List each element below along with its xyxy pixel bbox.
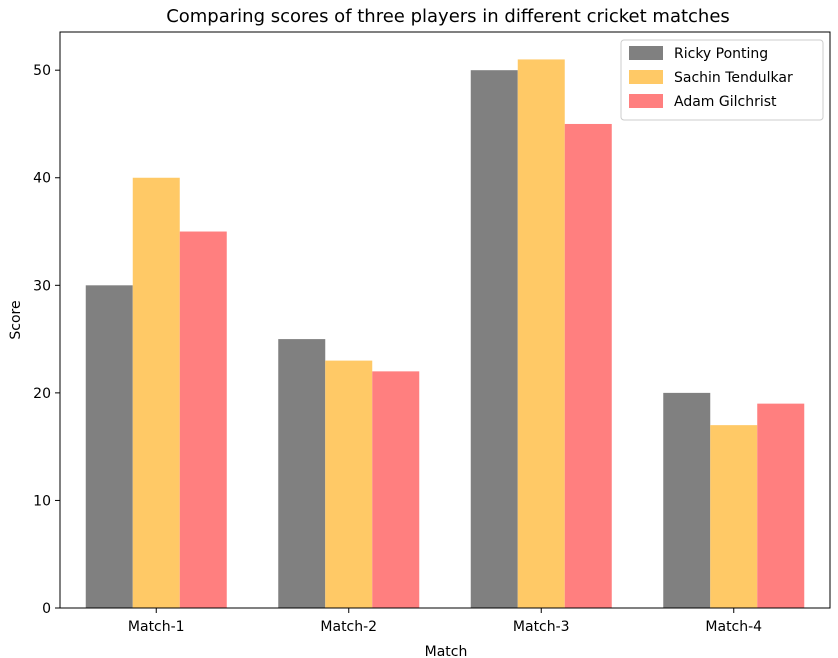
x-axis-ticks: Match-1 Match-2 Match-3 Match-4 — [128, 608, 762, 635]
y-tick-label: 50 — [33, 63, 51, 79]
bar-adam-gilchrist-match-1 — [179, 231, 227, 608]
legend-swatch — [629, 70, 663, 84]
bar-ricky-ponting-match-3 — [470, 70, 518, 608]
y-axis-label: Score — [8, 300, 24, 339]
y-tick-label: 0 — [42, 601, 51, 617]
x-tick-label: Match-4 — [705, 619, 762, 635]
bars-group — [85, 59, 805, 609]
legend-swatch — [629, 46, 663, 60]
legend-frame — [620, 39, 824, 121]
legend-swatch — [629, 94, 663, 108]
x-tick-label: Match-3 — [513, 619, 570, 635]
bar-sachin-tendulkar-match-1 — [132, 177, 180, 608]
x-axis-label: Match — [425, 644, 468, 658]
x-tick-label: Match-1 — [128, 619, 185, 635]
y-axis-ticks: 0 10 20 30 40 50 — [33, 63, 60, 617]
y-tick-label: 10 — [33, 493, 51, 509]
chart-title: Comparing scores of three players in dif… — [166, 6, 730, 27]
x-tick-label: Match-2 — [320, 619, 377, 635]
bar-ricky-ponting-match-4 — [663, 392, 711, 608]
legend-label: Sachin Tendulkar — [674, 70, 793, 86]
bar-sachin-tendulkar-match-4 — [710, 425, 758, 608]
y-tick-label: 30 — [33, 278, 51, 294]
plot-frame — [59, 31, 831, 609]
legend: Ricky Ponting Sachin Tendulkar Adam Gilchr… — [620, 39, 824, 121]
bar-sachin-tendulkar-match-3 — [517, 59, 565, 608]
y-tick-label: 20 — [33, 386, 51, 402]
legend-label: Adam Gilchrist — [674, 94, 777, 110]
bar-ricky-ponting-match-1 — [85, 285, 133, 608]
bar-ricky-ponting-match-2 — [278, 339, 326, 608]
bar-sachin-tendulkar-match-2 — [325, 360, 373, 608]
legend-label: Ricky Ponting — [674, 46, 768, 62]
bar-adam-gilchrist-match-2 — [372, 371, 420, 608]
bar-adam-gilchrist-match-4 — [757, 403, 805, 608]
y-tick-label: 40 — [33, 171, 51, 187]
bar-adam-gilchrist-match-3 — [564, 123, 612, 609]
